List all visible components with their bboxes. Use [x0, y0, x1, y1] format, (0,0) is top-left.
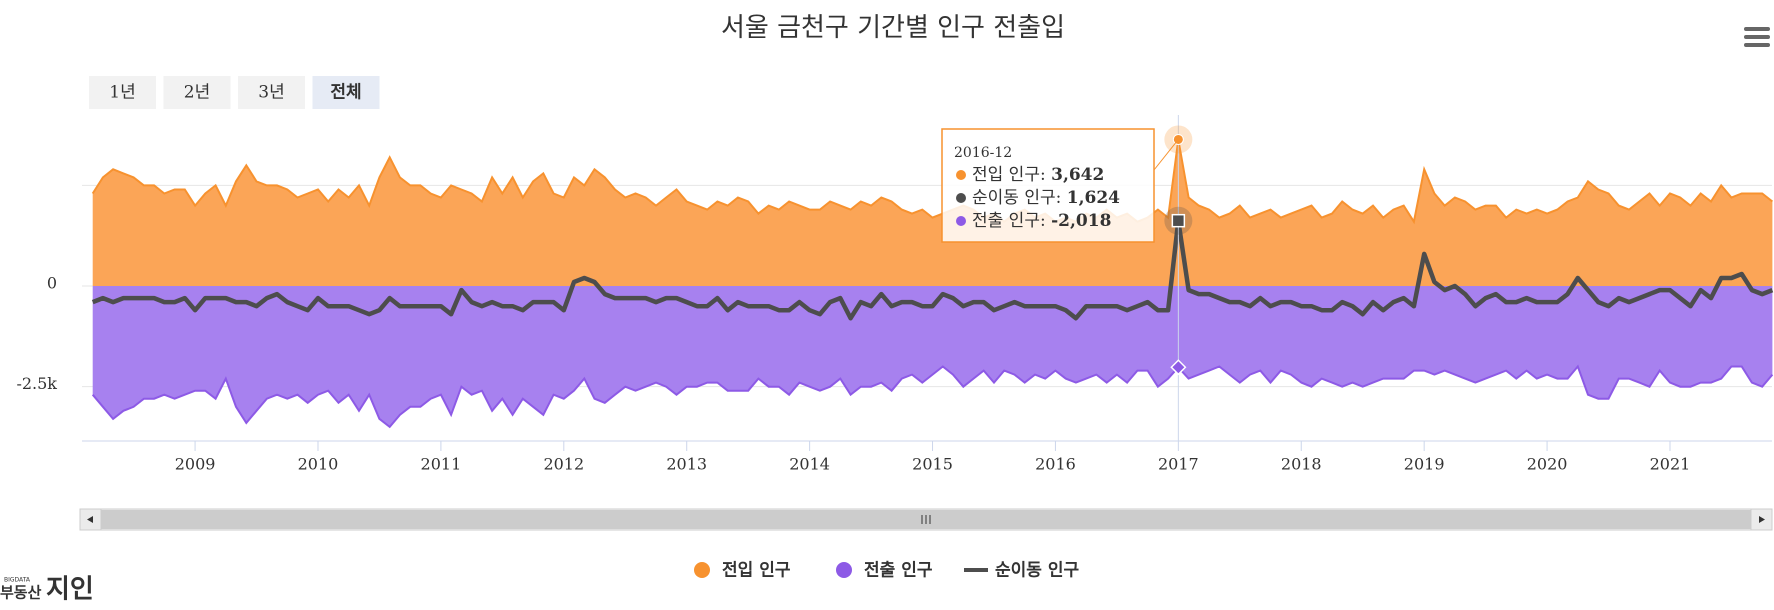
net-line: [91, 218, 1774, 321]
tooltip-row: 전출 인구: -2,018: [972, 211, 1111, 231]
x-tick-label: 2013: [666, 455, 707, 474]
y-tick-label: -2.5k: [16, 374, 57, 393]
menu-bar: [1744, 43, 1770, 47]
tooltip-row: 순이동 인구: 1,624: [972, 188, 1120, 208]
tooltip-name: 전출 인구: [972, 211, 1040, 231]
tooltip-dot: [956, 216, 966, 226]
legend-symbol: [836, 562, 852, 578]
legend-item[interactable]: 전입 인구: [694, 561, 791, 581]
arrow-right: [1759, 516, 1765, 523]
tooltip-sep: :: [1040, 165, 1051, 185]
menu-button[interactable]: [1744, 27, 1770, 47]
arrow-left: [87, 516, 93, 523]
legend-symbol: [964, 568, 988, 572]
x-tick-label: 2009: [175, 455, 216, 474]
range-button[interactable]: 1년: [89, 76, 156, 109]
y-tick-label: 0: [47, 274, 57, 293]
range-button[interactable]: 2년: [163, 76, 231, 109]
x-tick-label: 2015: [912, 455, 953, 474]
tooltip-sep: :: [1040, 211, 1051, 231]
area-edge: [91, 364, 1774, 429]
x-tick-label: 2019: [1404, 455, 1445, 474]
hover-marker: [1170, 359, 1187, 376]
logo-tag: BIGDATA: [4, 577, 31, 584]
area-edge: [91, 139, 1774, 225]
logo-name: 지인: [46, 575, 94, 605]
logo-brand: 부동산: [0, 584, 42, 602]
range-button[interactable]: 전체: [312, 76, 380, 109]
x-tick-label: 2014: [789, 455, 830, 474]
tooltip-connector: [1153, 139, 1179, 171]
hover-marker: [1171, 213, 1186, 228]
x-tick-label: 2010: [298, 455, 339, 474]
button-label: 1년: [109, 83, 135, 103]
x-tick-label: 2020: [1527, 455, 1568, 474]
range-selector: 1년 2년 3년 전체: [89, 76, 380, 109]
button-bg: [238, 76, 305, 109]
legend-symbol: [694, 562, 710, 578]
x-tick-label: 2016: [1035, 455, 1076, 474]
menu-bar: [1744, 27, 1770, 31]
tooltip-box: [941, 128, 1155, 243]
tooltip-row: 전입 인구: 3,642: [972, 165, 1104, 185]
tooltip-value: 3,642: [1051, 165, 1104, 185]
range-button[interactable]: 3년: [238, 76, 305, 109]
logo: BIGDATA 부동산 지인: [0, 575, 94, 605]
area-fill: [92, 286, 1773, 427]
scrollbar[interactable]: [79, 508, 1773, 531]
scroll-grip: [921, 515, 931, 524]
x-tick-label: 2012: [543, 455, 584, 474]
area-fill: [92, 139, 1773, 287]
chart-title: 서울 금천구 기간별 인구 전출입: [721, 13, 1065, 43]
button-bg: [163, 76, 231, 109]
tooltip: 2016-12 전입 인구: 3,642 순이동 인구: 1,624 전출 인구: -…: [941, 115, 1193, 441]
x-tick-label: 2017: [1158, 455, 1199, 474]
x-tick-label: 2021: [1650, 455, 1691, 474]
menu-bar: [1744, 35, 1770, 39]
button-label: 3년: [258, 83, 284, 103]
button-label: 2년: [184, 83, 210, 103]
x-tick-label: 2011: [421, 455, 462, 474]
button-bg: [312, 76, 380, 109]
tooltip-title: 2016-12: [954, 145, 1012, 161]
legend-item[interactable]: 순이동 인구: [964, 561, 1079, 581]
legend: 전입 인구 전출 인구 순이동 인구: [694, 561, 1079, 581]
tooltip-sep: :: [1056, 188, 1067, 208]
legend-label: 전입 인구: [722, 561, 791, 581]
tooltip-value: -2,018: [1051, 211, 1111, 231]
tooltip-dot: [956, 170, 966, 180]
button-label: 전체: [330, 83, 361, 103]
button-bg: [89, 76, 156, 109]
legend-label: 전출 인구: [864, 561, 933, 581]
legend-item[interactable]: 전출 인구: [836, 561, 933, 581]
tooltip-name: 순이동 인구: [972, 188, 1056, 208]
x-tick-label: 2018: [1281, 455, 1322, 474]
tooltip-name: 전입 인구: [972, 165, 1040, 185]
tooltip-value: 1,624: [1067, 188, 1120, 208]
tooltip-dot: [956, 193, 966, 203]
legend-label: 순이동 인구: [995, 561, 1079, 581]
plot-area: -2.5k 0 2009 2010 2011 2012 2013 2014 2015 2016 20…: [16, 139, 1774, 474]
